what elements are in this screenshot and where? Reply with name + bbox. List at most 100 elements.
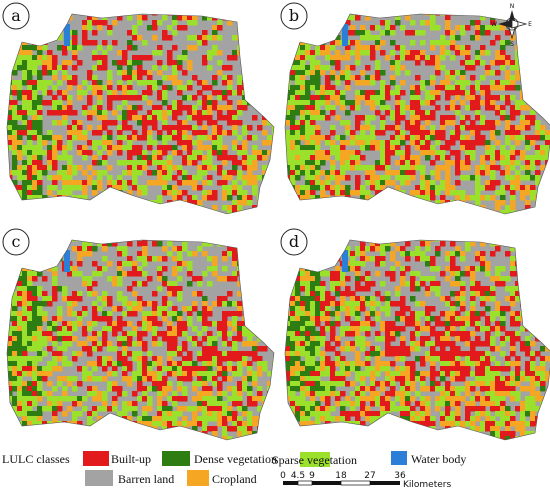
lulc-cell-sparse [440, 155, 446, 161]
lulc-cell-built [430, 256, 436, 262]
lulc-cell-dense [430, 135, 436, 141]
lulc-cell-sparse [222, 351, 228, 357]
lulc-cell-sparse [315, 100, 321, 106]
lulc-cell-crop [540, 60, 546, 66]
lulc-cell-sparse [62, 190, 68, 196]
lulc-cell-sparse [535, 120, 541, 126]
lulc-cell-built [112, 120, 118, 126]
lulc-cell-sparse [57, 241, 63, 247]
lulc-cell-dense [360, 30, 366, 36]
lulc-cell-built [167, 361, 173, 367]
lulc-cell-dense [122, 431, 128, 437]
lulc-cell-dense [37, 441, 43, 447]
lulc-cell-built [182, 70, 188, 76]
lulc-cell-dense [32, 286, 38, 292]
lulc-cell-dense [57, 105, 63, 111]
lulc-cell-built [450, 45, 456, 51]
lulc-cell-built [315, 316, 321, 322]
lulc-cell-built [207, 215, 213, 221]
lulc-cell-built [217, 301, 223, 307]
lulc-cell-built [162, 311, 168, 317]
lulc-cell-built [335, 65, 341, 71]
lulc-cell-sparse [117, 115, 123, 121]
lulc-cell-built [232, 190, 238, 196]
lulc-cell-sparse [315, 200, 321, 206]
lulc-cell-built [410, 50, 416, 56]
lulc-cell-sparse [12, 105, 18, 111]
lulc-cell-crop [32, 180, 38, 186]
lulc-cell-sparse [27, 140, 33, 146]
lulc-cell-built [12, 321, 18, 327]
lulc-cell-sparse [355, 165, 361, 171]
lulc-cell-built [92, 80, 98, 86]
lulc-cell-crop [57, 135, 63, 141]
lulc-cell-built [500, 306, 506, 312]
lulc-cell-built [227, 276, 233, 282]
lulc-cell-crop [157, 256, 163, 262]
lulc-cell-dense [22, 346, 28, 352]
lulc-cell-sparse [22, 396, 28, 402]
lulc-cell-crop [395, 286, 401, 292]
lulc-cell-dense [520, 60, 526, 66]
lulc-cell-built [350, 321, 356, 327]
lulc-cell-sparse [370, 296, 376, 302]
lulc-cell-sparse [370, 95, 376, 101]
lulc-cell-sparse [285, 200, 291, 206]
lulc-cell-crop [395, 261, 401, 267]
lulc-cell-built [27, 386, 33, 392]
lulc-cell-built [450, 321, 456, 327]
lulc-cell-built [475, 20, 481, 26]
lulc-cell-crop [252, 100, 258, 106]
lulc-cell-built [237, 15, 243, 21]
lulc-cell-crop [345, 155, 351, 161]
lulc-cell-dense [12, 331, 18, 337]
lulc-cell-sparse [395, 175, 401, 181]
lulc-cell-crop [212, 301, 218, 307]
lulc-cell-sparse [430, 75, 436, 81]
lulc-cell-built [17, 210, 23, 214]
lulc-cell-sparse [505, 210, 511, 214]
lulc-cell-crop [42, 316, 48, 322]
lulc-cell-dense [242, 281, 248, 287]
lulc-cell-dense [295, 110, 301, 116]
lulc-cell-built [152, 105, 158, 111]
lulc-cell-built [510, 190, 516, 196]
lulc-cell-dense [27, 381, 33, 387]
lulc-cell-crop [122, 376, 128, 382]
lulc-cell-crop [182, 261, 188, 267]
lulc-cell-sparse [147, 351, 153, 357]
lulc-cell-sparse [405, 175, 411, 181]
lulc-raster [285, 14, 550, 214]
lulc-cell-built [162, 35, 168, 41]
lulc-cell-crop [540, 75, 546, 81]
lulc-cell-sparse [540, 55, 546, 61]
lulc-cell-crop [450, 311, 456, 317]
lulc-cell-built [152, 336, 158, 342]
lulc-cell-sparse [222, 266, 228, 272]
lulc-cell-sparse [122, 351, 128, 357]
lulc-cell-crop [385, 180, 391, 186]
lulc-cell-sparse [315, 145, 321, 151]
lulc-cell-sparse [320, 266, 326, 272]
lulc-cell-built [520, 291, 526, 297]
lulc-cell-dense [7, 301, 8, 307]
lulc-cell-built [7, 261, 13, 267]
lulc-cell-built [82, 40, 88, 46]
lulc-cell-crop [147, 371, 153, 377]
lulc-cell-crop [520, 105, 526, 111]
lulc-cell-crop [182, 441, 188, 447]
lulc-cell-crop [375, 175, 381, 181]
lulc-cell-built [157, 105, 163, 111]
lulc-cell-built [540, 30, 546, 36]
lulc-cell-sparse [97, 195, 103, 201]
lulc-cell-sparse [285, 55, 286, 61]
lulc-cell-sparse [545, 40, 550, 46]
lulc-cell-sparse [32, 261, 38, 267]
lulc-cell-sparse [122, 100, 128, 106]
lulc-cell-built [232, 170, 238, 176]
lulc-cell-built [480, 240, 486, 242]
lulc-cell-sparse [62, 185, 68, 191]
lulc-cell-crop [167, 190, 173, 196]
lulc-cell-built [82, 426, 88, 432]
lulc-cell-sparse [132, 90, 138, 96]
